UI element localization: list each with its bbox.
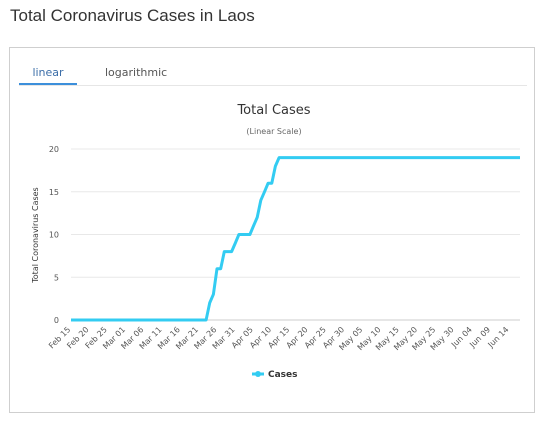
tab-linear[interactable]: linear [32,66,64,79]
y-tick-label: 5 [54,273,59,282]
y-tick-label: 15 [49,188,59,197]
legend-marker [255,371,261,377]
series-line-cases [71,156,520,322]
y-tick-label: 0 [54,316,59,325]
scale-tabs: linear logarithmic [19,61,527,86]
y-tick-label: 20 [49,145,59,154]
page-title: Total Coronavirus Cases in Laos [10,6,255,25]
chart-subtitle: (Linear Scale) [246,127,301,136]
chart-panel: linear logarithmic Total Cases (Linear S… [9,47,535,413]
tab-logarithmic[interactable]: logarithmic [105,66,168,79]
y-tick-label: 10 [49,231,59,240]
tab-active-indicator [19,83,77,85]
legend-label-cases[interactable]: Cases [268,370,298,380]
chart-title: Total Cases [236,103,310,118]
y-axis-label: Total Coronavirus Cases [31,187,40,283]
line-chart: Total Cases (Linear Scale) Total Coronav… [31,103,520,380]
